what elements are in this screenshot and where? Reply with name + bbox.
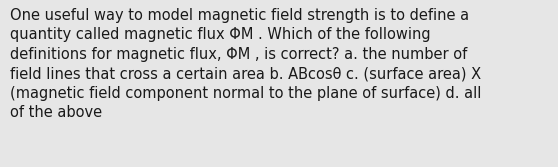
Text: One useful way to model magnetic field strength is to define a
quantity called m: One useful way to model magnetic field s… <box>10 8 482 120</box>
